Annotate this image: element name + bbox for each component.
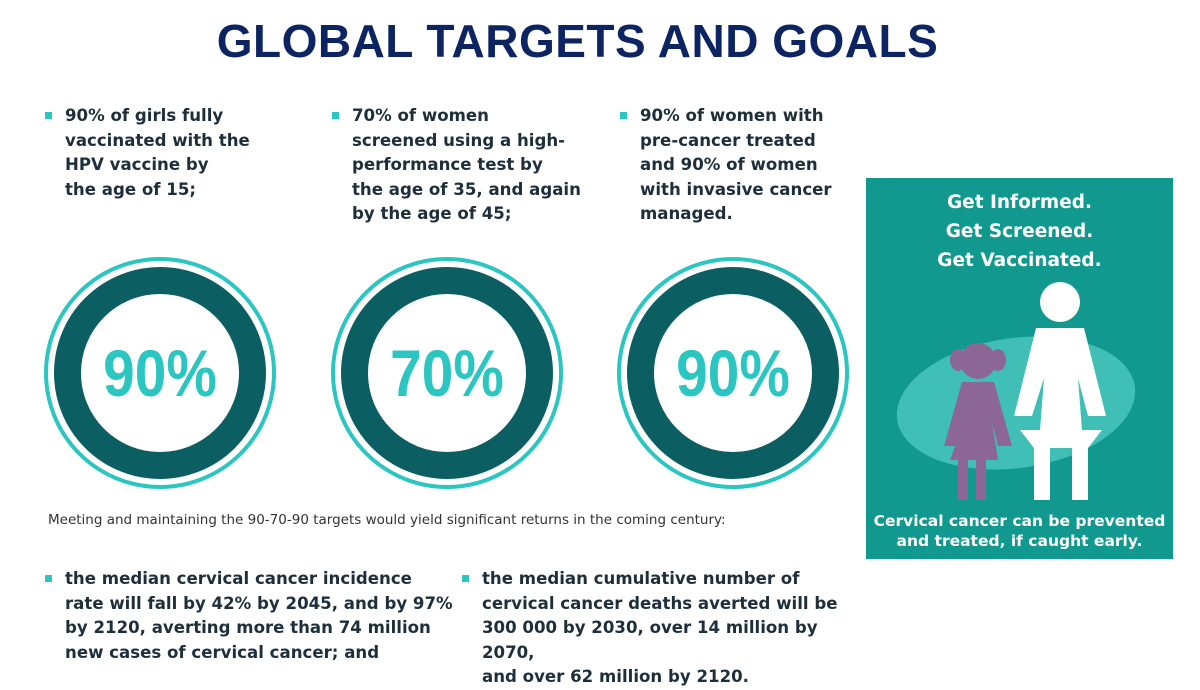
background-blob xyxy=(896,336,1136,470)
poster-illustration xyxy=(896,282,1136,500)
return-incidence-text: the median cervical cancer incidence rat… xyxy=(65,569,453,662)
return-deaths-text: the median cumulative number of cervical… xyxy=(482,569,838,686)
return-incidence: the median cervical cancer incidence rat… xyxy=(45,567,460,665)
bullet-square-icon xyxy=(462,575,469,582)
target-percent: 90% xyxy=(103,336,217,410)
bullet-square-icon xyxy=(620,112,627,119)
target-treatment-text: 90% of women with pre-cancer treated and… xyxy=(640,106,832,223)
awareness-poster: Get Informed. Get Screened. Get Vaccinat… xyxy=(866,178,1173,559)
poster-heading-text: Get Informed. Get Screened. Get Vaccinat… xyxy=(937,192,1102,271)
target-screening-text: 70% of women screened using a high- perf… xyxy=(352,106,581,223)
target-ring-treatment: 90% xyxy=(617,257,849,489)
return-deaths-averted: the median cumulative number of cervical… xyxy=(462,567,867,690)
target-vaccination: 90% of girls fully vaccinated with the H… xyxy=(45,104,305,202)
poster-caption: Cervical cancer can be prevented and tre… xyxy=(866,511,1173,551)
target-vaccination-text: 90% of girls fully vaccinated with the H… xyxy=(65,106,250,199)
bullet-square-icon xyxy=(45,575,52,582)
poster-heading: Get Informed. Get Screened. Get Vaccinat… xyxy=(866,188,1173,275)
returns-note: Meeting and maintaining the 90-70-90 tar… xyxy=(48,512,726,528)
target-percent: 90% xyxy=(676,336,790,410)
girl-figure-icon xyxy=(944,343,1012,500)
target-treatment: 90% of women with pre-cancer treated and… xyxy=(620,104,860,227)
target-ring-screening: 70% xyxy=(331,257,563,489)
bullet-square-icon xyxy=(332,112,339,119)
bullet-square-icon xyxy=(45,112,52,119)
target-ring-vaccination: 90% xyxy=(44,257,276,489)
target-percent: 70% xyxy=(390,336,504,410)
poster-caption-text: Cervical cancer can be prevented and tre… xyxy=(873,512,1166,550)
woman-figure-icon xyxy=(1014,282,1106,500)
target-screening: 70% of women screened using a high- perf… xyxy=(332,104,597,227)
page-title: GLOBAL TARGETS AND GOALS xyxy=(216,15,939,67)
